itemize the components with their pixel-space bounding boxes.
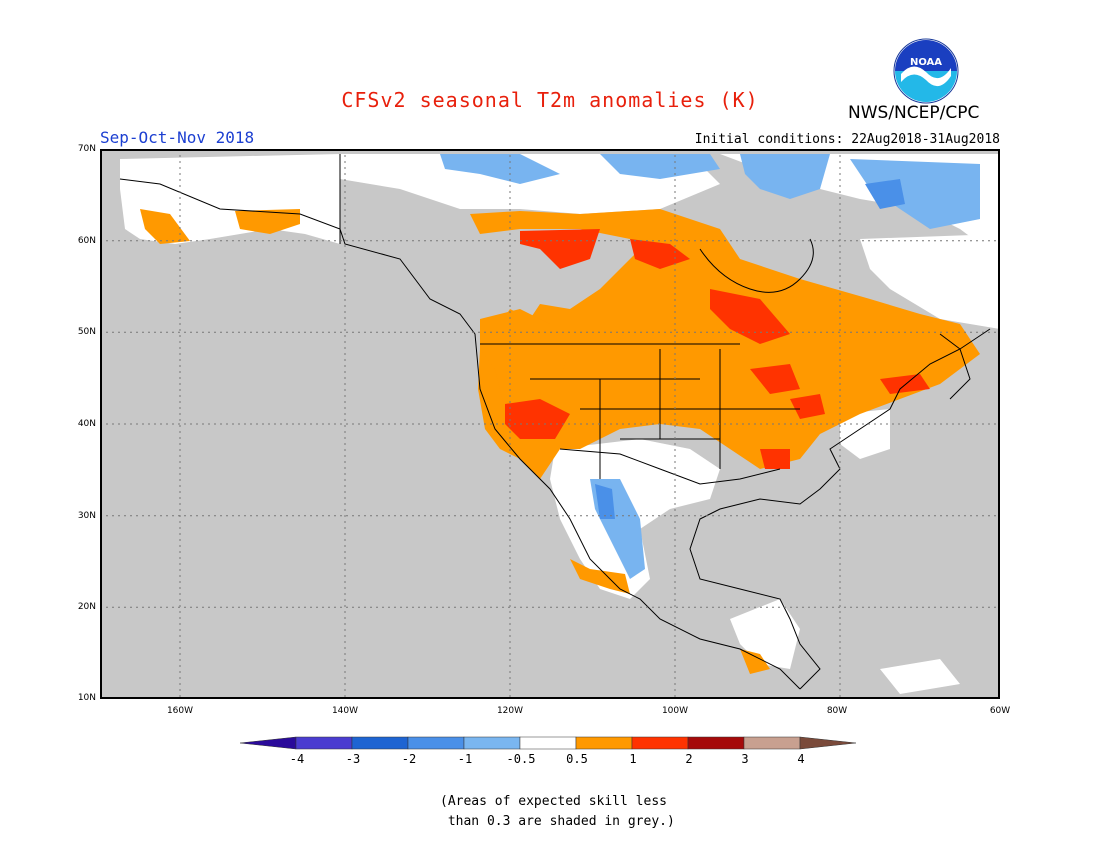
- colorbar-label: 2: [685, 752, 693, 766]
- colorbar-label: -1: [457, 752, 473, 766]
- map-svg: [100, 149, 1000, 699]
- colorbar-swatch: [519, 736, 577, 750]
- colorbar-label: -2: [401, 752, 417, 766]
- lat-label: 50N: [77, 327, 96, 337]
- colorbar-label: 4: [797, 752, 805, 766]
- strong-cool-anomaly-regions: [595, 179, 905, 519]
- colorbar-swatch: [407, 736, 465, 750]
- lat-label: 10N: [77, 693, 96, 703]
- colorbar-swatch: [295, 736, 353, 750]
- lon-label: 140W: [331, 706, 359, 716]
- colorbar-swatch: [351, 736, 409, 750]
- graticule: [100, 149, 1000, 699]
- colorbar-label: 1: [629, 752, 637, 766]
- lat-label: 60N: [77, 236, 96, 246]
- colorbar-label: -0.5: [506, 752, 536, 766]
- lon-label: 60W: [989, 706, 1011, 716]
- lon-label: 80W: [826, 706, 848, 716]
- lat-label: 30N: [77, 511, 96, 521]
- colorbar-swatch: [687, 736, 745, 750]
- lat-label: 70N: [77, 144, 96, 154]
- strong-warm-anomaly-regions: [505, 229, 930, 469]
- colorbar: [240, 736, 857, 750]
- agency-label: NWS/NCEP/CPC: [848, 103, 980, 123]
- coastlines: [119, 154, 991, 690]
- colorbar-swatch: [631, 736, 689, 750]
- colorbar-swatch: [240, 736, 297, 750]
- lat-label: 40N: [77, 419, 96, 429]
- colorbar-label: 3: [741, 752, 749, 766]
- lat-label: 20N: [77, 602, 96, 612]
- noaa-logo-icon: NOAA: [893, 38, 959, 104]
- map-title: CFSv2 seasonal T2m anomalies (K): [341, 88, 759, 112]
- colorbar-swatch: [743, 736, 801, 750]
- lon-label: 160W: [166, 706, 194, 716]
- noaa-logo-text: NOAA: [910, 57, 942, 68]
- colorbar-label: 0.5: [566, 752, 588, 766]
- colorbar-label: -4: [289, 752, 305, 766]
- initial-conditions: Initial conditions: 22Aug2018-31Aug2018: [694, 132, 1000, 147]
- lon-label: 100W: [661, 706, 689, 716]
- colorbar-swatch: [799, 736, 857, 750]
- colorbar-label: -3: [345, 752, 361, 766]
- lon-label: 120W: [496, 706, 524, 716]
- skill-footnote: (Areas of expected skill less than 0.3 a…: [440, 794, 675, 829]
- colorbar-swatch: [575, 736, 633, 750]
- colorbar-swatch: [463, 736, 521, 750]
- map-border: [100, 149, 1000, 699]
- forecast-period: Sep-Oct-Nov 2018: [100, 128, 255, 147]
- anomaly-map: [100, 149, 1000, 699]
